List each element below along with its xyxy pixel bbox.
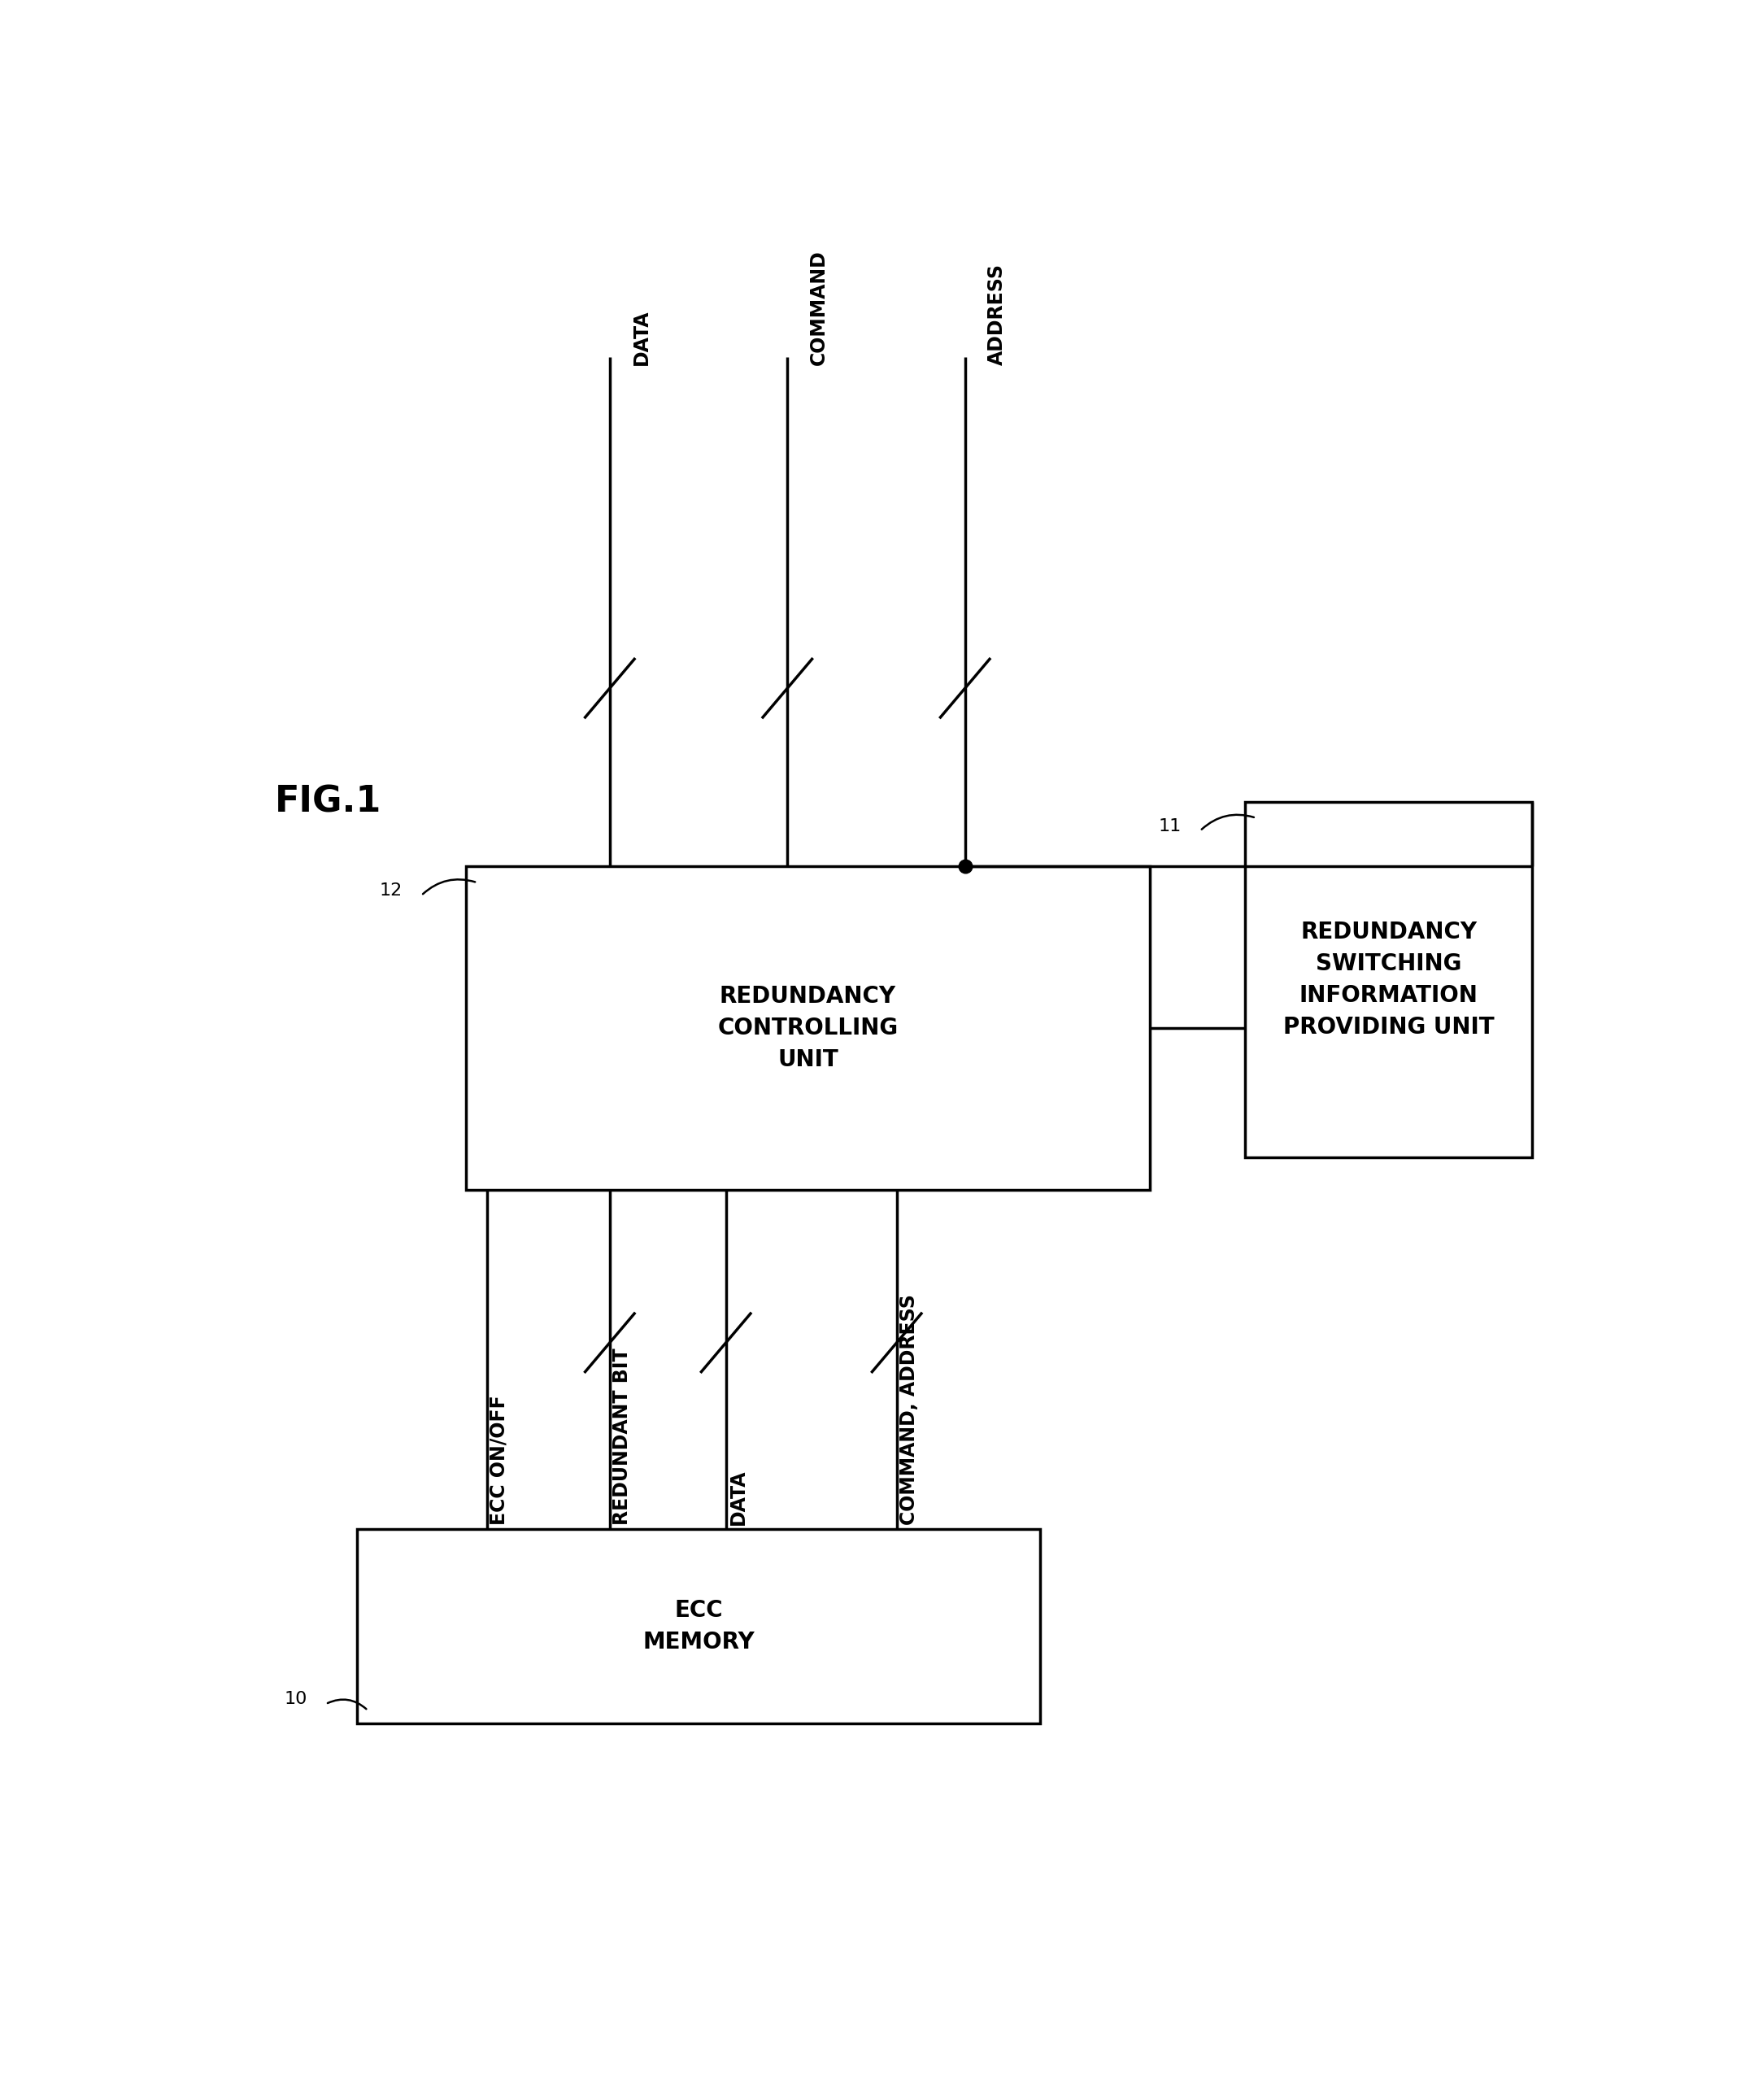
Text: REDUNDANCY
SWITCHING
INFORMATION
PROVIDING UNIT: REDUNDANCY SWITCHING INFORMATION PROVIDI… [1283, 920, 1495, 1040]
Text: 10: 10 [284, 1691, 307, 1707]
Text: 12: 12 [379, 882, 402, 899]
Text: REDUNDANCY
CONTROLLING
UNIT: REDUNDANCY CONTROLLING UNIT [718, 985, 897, 1071]
FancyArrowPatch shape [423, 880, 474, 895]
Text: ADDRESS: ADDRESS [987, 262, 1007, 365]
Text: REDUNDANT BIT: REDUNDANT BIT [612, 1348, 631, 1525]
Bar [465, 867, 1149, 1191]
Text: COMMAND, ADDRESS: COMMAND, ADDRESS [899, 1294, 919, 1525]
Text: ECC
MEMORY: ECC MEMORY [642, 1600, 755, 1653]
Bar [356, 1529, 1040, 1724]
Text: DATA: DATA [631, 309, 651, 365]
Bar [1245, 802, 1532, 1157]
FancyArrowPatch shape [328, 1699, 367, 1709]
Text: 11: 11 [1158, 817, 1181, 834]
Text: FIG.1: FIG.1 [275, 783, 383, 819]
Text: COMMAND: COMMAND [809, 250, 829, 365]
FancyArrowPatch shape [1202, 815, 1253, 830]
Text: DATA: DATA [728, 1468, 748, 1525]
Text: ECC ON/OFF: ECC ON/OFF [488, 1394, 510, 1525]
